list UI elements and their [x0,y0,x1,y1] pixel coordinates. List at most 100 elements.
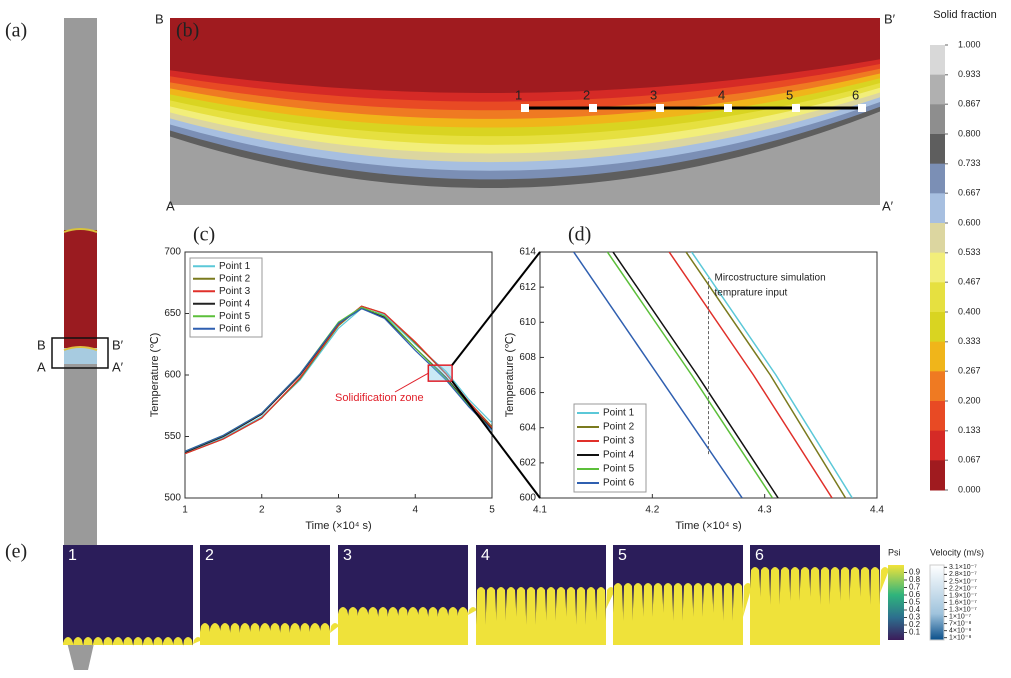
colorbar-label: 1.9×10⁻⁷ [949,592,977,599]
corner-label: B [155,11,164,26]
annotation: temprature input [715,288,788,299]
frame-label: 4 [481,547,490,564]
dendrite [200,623,339,645]
corner-label: B′ [884,11,896,26]
panel-label: (c) [193,224,215,246]
x-tick-label: 5 [489,505,495,516]
colorbar-label: 2.2×10⁻⁷ [949,585,977,592]
dendrite [750,567,889,645]
colorbar-label: 0.733 [958,158,981,168]
colorbar-label: 1×10⁻⁷ [949,613,971,620]
probe-label: 3 [650,87,657,102]
probe-point [724,104,732,112]
colorbar-band [930,163,945,194]
colorbar-label: 0.667 [958,188,981,198]
colorbar-label: 0.9 [909,568,921,577]
legend-label: Point 5 [219,311,251,322]
legend-label: Point 1 [219,261,251,272]
colorbar-label: 0.7 [909,583,921,592]
dendrite [63,637,202,647]
legend-label: Point 1 [603,408,635,419]
zoom-connector [451,251,541,366]
x-tick-label: 1 [182,505,188,516]
colorbar-label: 1.6×10⁻⁷ [949,599,977,606]
x-tick-label: 4.1 [533,505,547,516]
colorbar-band [930,371,945,402]
colorbar-label: 0.533 [958,247,981,257]
section-label: A′ [112,359,124,374]
colorbar-label: 0.067 [958,455,981,465]
legend-label: Point 5 [603,464,635,475]
x-tick-label: 4 [412,505,418,516]
dendrite [613,583,752,645]
colorbar-label: 0.133 [958,425,981,435]
colorbar-label: 0.200 [958,395,981,405]
colorbar-label: 1.000 [958,39,981,49]
section-label: A [37,359,46,374]
series-line [606,252,774,498]
annotation-arrow [394,372,429,393]
panel-label: (e) [5,541,27,563]
colorbar-label: 0.1 [909,628,921,637]
colorbar-label: 0.4 [909,605,921,614]
frame-label: 1 [68,547,77,564]
y-tick-label: 650 [164,308,181,319]
colorbar-band [930,341,945,372]
colorbar-label: 0.867 [958,99,981,109]
legend-box [573,403,647,493]
legend-label: Point 6 [603,478,635,489]
probe-label: 5 [786,87,793,102]
probe-point [589,104,597,112]
colorbar-label: 0.5 [909,598,921,607]
probe-point [792,104,800,112]
colorbar-label: 0.400 [958,306,981,316]
y-tick-label: 612 [519,282,536,293]
series-line [685,252,847,498]
colorbar-band [930,282,945,313]
panel-label: (a) [5,20,27,42]
legend-label: Point 4 [219,298,251,309]
casting-column [51,18,109,670]
colorbar-band [930,430,945,461]
colorbar-label: 0.467 [958,277,981,287]
probe-point [858,104,866,112]
colorbar-band [930,45,945,76]
colorbar-label: 3.1×10⁻⁷ [949,564,977,571]
colorbar-label: 1×10⁻⁸ [949,635,971,642]
probe-label: 4 [718,87,725,102]
colorbar-band [930,312,945,343]
series-line [612,252,779,498]
y-tick-label: 608 [519,352,536,363]
fraction-band [170,18,880,93]
legend-label: Point 6 [219,323,251,334]
colorbar-label: 2.5×10⁻⁷ [949,578,977,585]
x-tick-label: 4.2 [645,505,659,516]
legend-label: Point 3 [603,436,635,447]
annotation: Solidification zone [335,392,424,404]
legend-label: Point 2 [603,422,635,433]
dendrite [476,587,615,645]
frame-label: 3 [343,547,352,564]
series-line [573,252,743,498]
y-tick-label: 500 [164,493,181,504]
colorbar-label: 0.600 [958,217,981,227]
probe-label: 1 [515,87,522,102]
colorbar-label: 0.8 [909,575,921,584]
colorbar-band [930,74,945,105]
colorbar-label: 0.933 [958,69,981,79]
series-line [668,252,833,498]
colorbar-label: 0.3 [909,613,921,622]
x-tick-label: 2 [259,505,265,516]
corner-label: A′ [882,198,894,213]
panel-label: (b) [176,20,199,42]
section-map: 1 2 3 4 5 6 [170,18,880,205]
x-tick-label: 3 [336,505,342,516]
series-line [185,307,492,452]
colorbar-label: 0.2 [909,620,921,629]
frame-label: 6 [755,547,764,564]
colorbar-band [930,104,945,135]
zoom-box [427,364,453,382]
colorbar-band [930,134,945,165]
probe-point [521,104,529,112]
dendrite [338,607,477,645]
